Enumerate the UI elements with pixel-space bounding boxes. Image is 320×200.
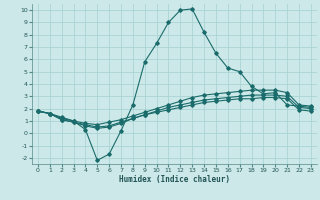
X-axis label: Humidex (Indice chaleur): Humidex (Indice chaleur)	[119, 175, 230, 184]
